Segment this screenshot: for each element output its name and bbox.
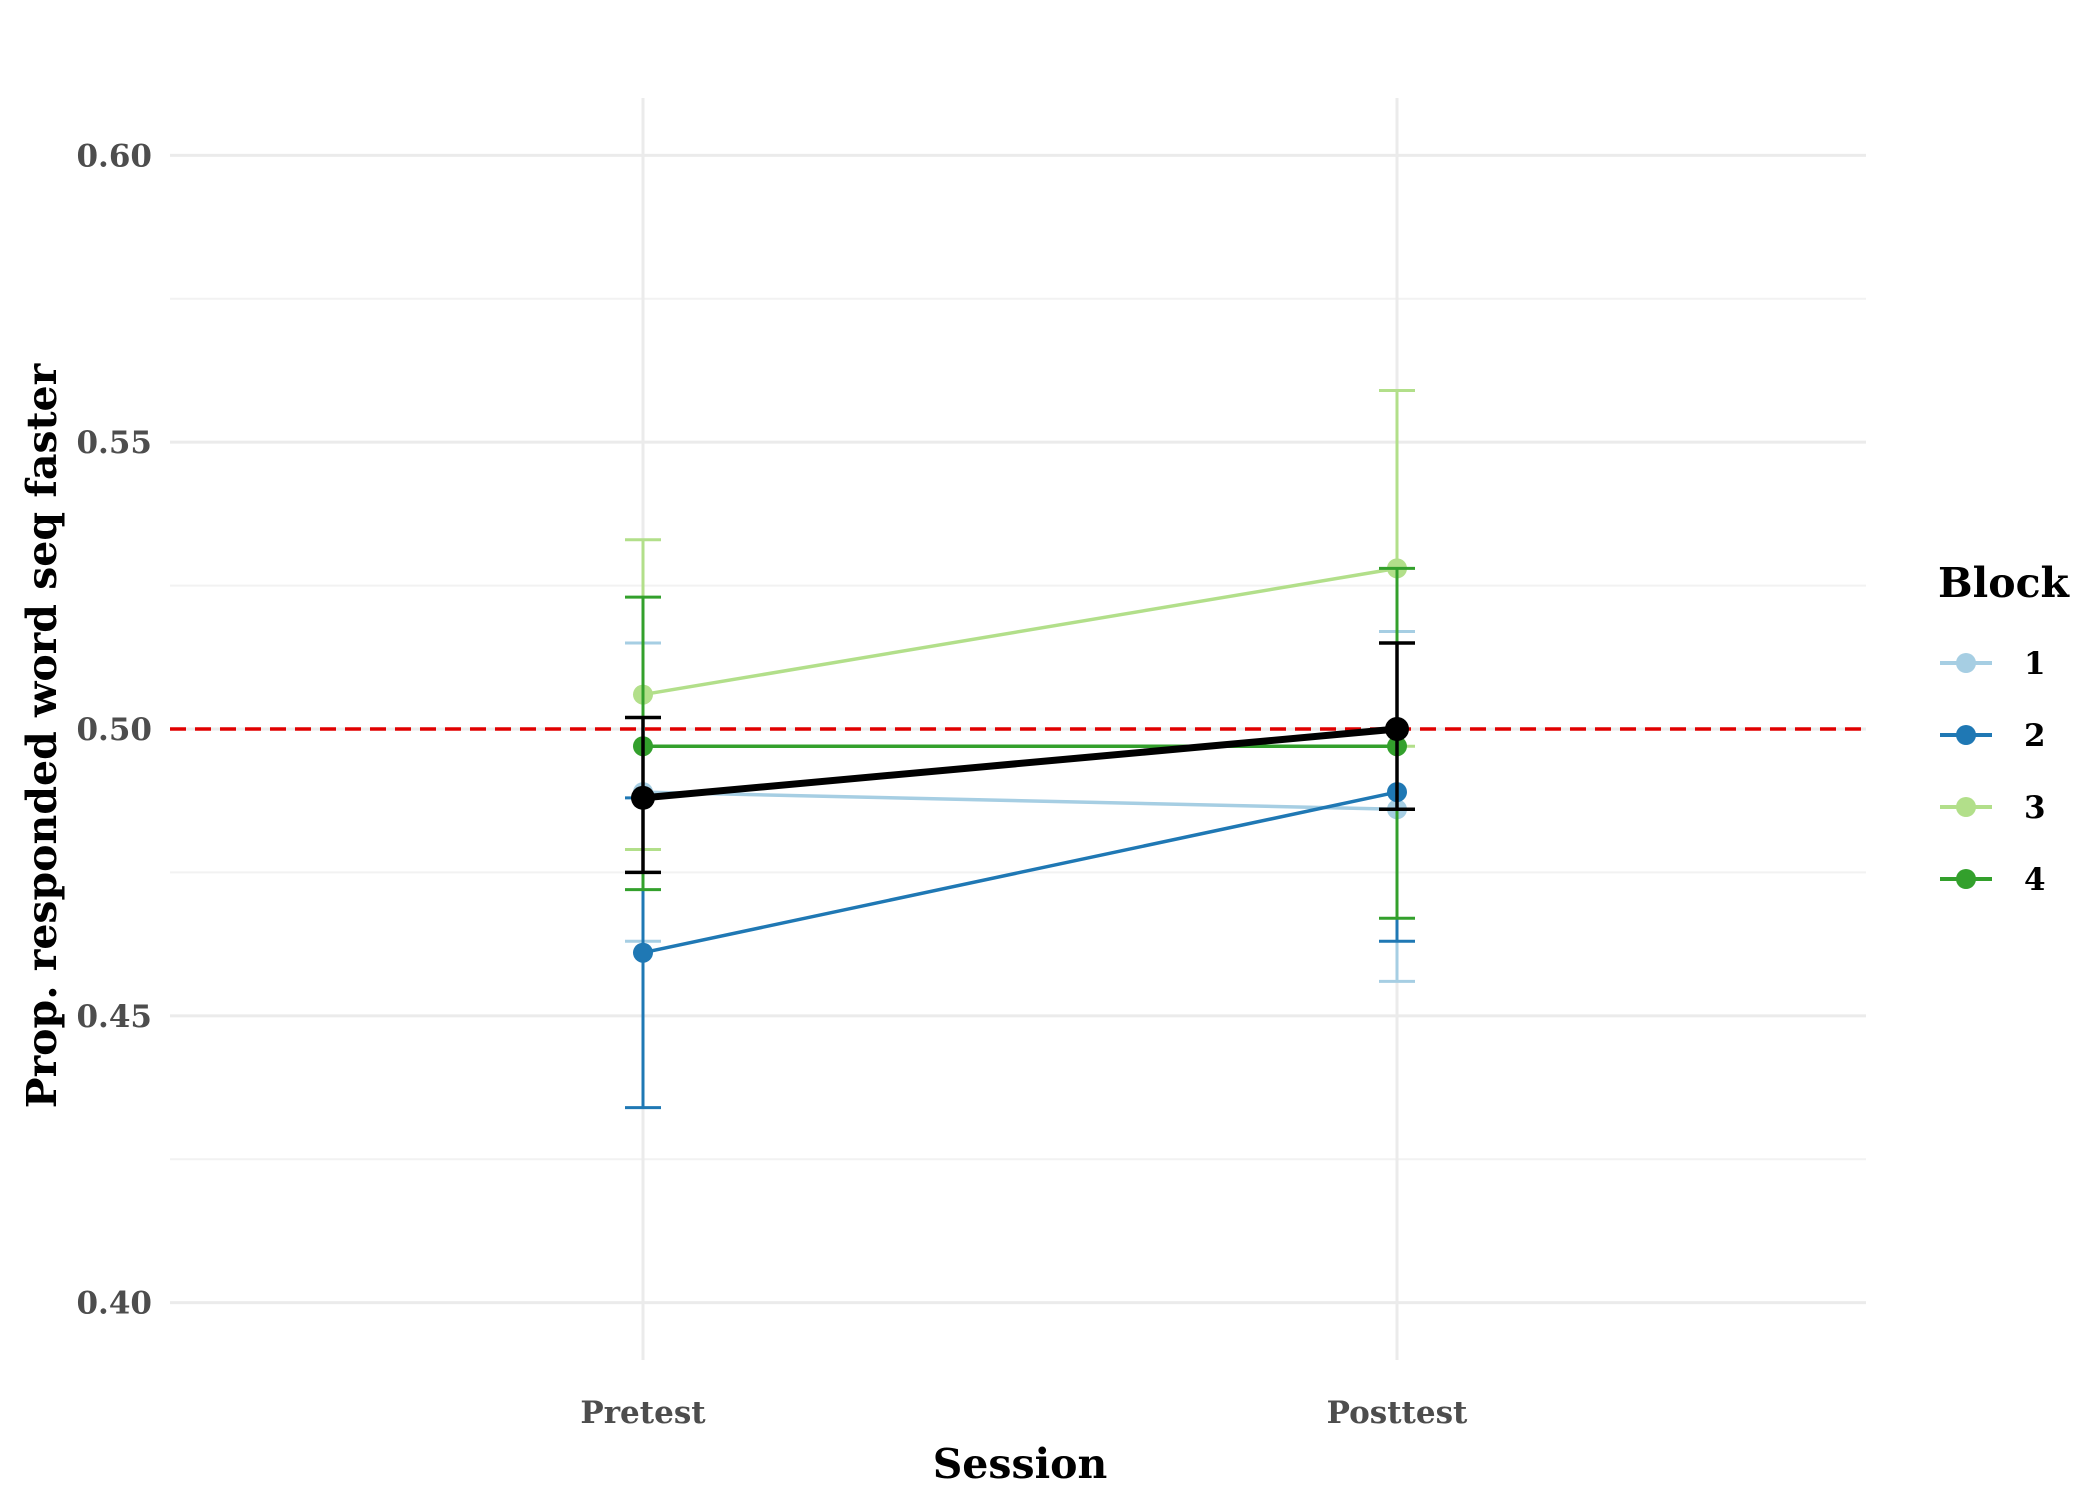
legend-label: 4 [2024,862,2046,898]
y-tick-label: 0.55 [76,425,152,461]
legend-item: 1 [1940,646,2046,682]
legend-key-point [1956,797,1976,817]
y-tick-label: 0.45 [76,999,152,1035]
legend-key-point [1956,653,1976,673]
legend-key-point [1956,869,1976,889]
legend: Block 1 2 3 4 [1938,559,2071,898]
legend-label: 2 [2024,718,2046,754]
series-overall [625,641,1415,875]
y-tick-labels: 0.40 0.45 0.50 0.55 0.60 [76,138,152,1321]
y-axis-title: Prop. responded word seq faster [18,362,66,1108]
series-block-3 [625,389,1415,851]
data-point [633,942,653,963]
x-tick-label: Posttest [1327,1395,1468,1431]
legend-items: 1 2 3 4 [1940,646,2046,898]
grid [170,98,1866,1360]
x-axis-title: Session [933,1440,1108,1488]
series-line [642,790,1398,955]
series-group [625,389,1415,1110]
legend-title: Block [1938,559,2071,607]
legend-item: 3 [1940,790,2046,826]
series-line [642,725,1398,802]
legend-item: 4 [1940,862,2046,898]
y-tick-label: 0.60 [76,138,152,174]
series-line [642,566,1398,697]
series-block-4 [625,566,1415,920]
y-tick-label: 0.50 [76,712,152,748]
series-block-2 [625,641,1415,1110]
legend-item: 2 [1940,718,2046,754]
x-tick-labels: Pretest Posttest [580,1395,1468,1431]
data-point [1385,717,1409,741]
legend-key-point [1956,725,1976,745]
series-line [642,790,1398,812]
x-tick-label: Pretest [580,1395,706,1431]
y-tick-label: 0.40 [76,1286,152,1322]
series-block-1 [625,629,1415,983]
legend-label: 3 [2024,790,2046,826]
legend-label: 1 [2024,646,2046,682]
data-point [631,785,655,810]
